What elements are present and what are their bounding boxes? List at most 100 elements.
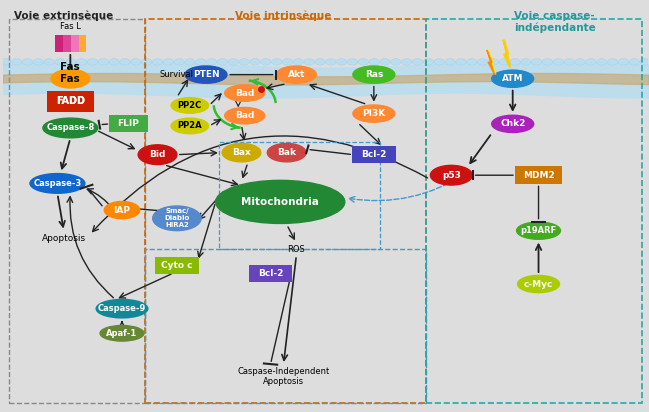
Text: Akt: Akt xyxy=(288,70,305,79)
Circle shape xyxy=(98,59,108,65)
Ellipse shape xyxy=(225,108,265,124)
Text: p19ARF: p19ARF xyxy=(520,226,557,235)
Circle shape xyxy=(293,59,304,65)
Circle shape xyxy=(478,59,487,65)
Text: Smac/
Diablo
HIRA2: Smac/ Diablo HIRA2 xyxy=(164,208,190,228)
FancyBboxPatch shape xyxy=(352,146,396,163)
Circle shape xyxy=(250,59,260,65)
Circle shape xyxy=(217,59,228,65)
Circle shape xyxy=(564,59,574,65)
Circle shape xyxy=(87,59,97,65)
Circle shape xyxy=(130,59,141,65)
FancyBboxPatch shape xyxy=(249,265,293,282)
Text: Bcl-2: Bcl-2 xyxy=(361,150,387,159)
Circle shape xyxy=(44,59,55,65)
Polygon shape xyxy=(488,50,496,75)
Circle shape xyxy=(66,59,76,65)
Ellipse shape xyxy=(171,118,208,134)
Ellipse shape xyxy=(43,118,98,138)
Circle shape xyxy=(73,77,86,85)
Text: Bak: Bak xyxy=(277,148,296,157)
Circle shape xyxy=(304,59,314,65)
Text: PI3K: PI3K xyxy=(362,109,386,118)
Text: MDM2: MDM2 xyxy=(522,171,554,180)
Ellipse shape xyxy=(517,275,559,293)
Circle shape xyxy=(141,59,152,65)
FancyBboxPatch shape xyxy=(515,166,563,184)
Ellipse shape xyxy=(225,85,265,101)
Circle shape xyxy=(153,59,163,65)
Ellipse shape xyxy=(215,180,345,223)
FancyBboxPatch shape xyxy=(63,35,71,52)
Circle shape xyxy=(12,59,22,65)
Text: Caspase-9: Caspase-9 xyxy=(98,304,146,313)
Text: Caspase-8: Caspase-8 xyxy=(46,124,95,133)
Circle shape xyxy=(520,59,531,65)
Circle shape xyxy=(1,59,11,65)
FancyBboxPatch shape xyxy=(109,115,148,132)
Text: Apoptosis: Apoptosis xyxy=(42,234,86,243)
Circle shape xyxy=(434,59,445,65)
Circle shape xyxy=(488,59,498,65)
Circle shape xyxy=(185,59,195,65)
Circle shape xyxy=(22,59,32,65)
FancyBboxPatch shape xyxy=(155,257,199,274)
Text: FLIP: FLIP xyxy=(117,119,140,129)
Circle shape xyxy=(640,59,649,65)
Circle shape xyxy=(271,59,282,65)
Ellipse shape xyxy=(222,143,261,162)
Circle shape xyxy=(195,59,206,65)
Ellipse shape xyxy=(492,115,533,133)
Circle shape xyxy=(358,59,369,65)
Circle shape xyxy=(596,59,607,65)
Ellipse shape xyxy=(492,70,533,87)
Text: FADD: FADD xyxy=(56,96,85,106)
Bar xyxy=(219,143,380,249)
Ellipse shape xyxy=(96,300,148,318)
Text: Chk2: Chk2 xyxy=(500,119,526,129)
Circle shape xyxy=(391,59,401,65)
FancyBboxPatch shape xyxy=(47,91,93,111)
Circle shape xyxy=(532,59,542,65)
Circle shape xyxy=(206,59,217,65)
Circle shape xyxy=(174,59,184,65)
Text: PP2A: PP2A xyxy=(177,122,202,131)
Text: ROS: ROS xyxy=(288,245,305,254)
Circle shape xyxy=(575,59,585,65)
Text: Apaf-1: Apaf-1 xyxy=(106,329,138,338)
Text: Fas: Fas xyxy=(60,74,80,84)
Text: p53: p53 xyxy=(442,171,461,180)
FancyBboxPatch shape xyxy=(56,35,63,52)
Text: Bad: Bad xyxy=(235,89,254,98)
Circle shape xyxy=(163,59,173,65)
Text: Voie caspase-
indépendante: Voie caspase- indépendante xyxy=(514,11,596,33)
Circle shape xyxy=(239,59,249,65)
Text: Cyto c: Cyto c xyxy=(161,261,193,270)
Bar xyxy=(426,19,642,403)
Bar xyxy=(9,19,145,403)
FancyBboxPatch shape xyxy=(71,35,79,52)
Ellipse shape xyxy=(185,66,227,83)
Circle shape xyxy=(282,59,293,65)
Circle shape xyxy=(33,59,43,65)
Text: Voie intrinsèque: Voie intrinsèque xyxy=(235,11,332,21)
Text: Mitochondria: Mitochondria xyxy=(241,197,319,207)
Circle shape xyxy=(369,59,380,65)
Text: Bax: Bax xyxy=(232,148,251,157)
Ellipse shape xyxy=(104,201,140,219)
Bar xyxy=(145,249,426,403)
Circle shape xyxy=(228,59,238,65)
Circle shape xyxy=(315,59,325,65)
Text: c-Myc: c-Myc xyxy=(524,279,553,288)
Polygon shape xyxy=(504,40,511,67)
Text: Fas L: Fas L xyxy=(60,22,80,30)
FancyBboxPatch shape xyxy=(79,35,86,52)
Ellipse shape xyxy=(30,173,85,193)
Circle shape xyxy=(467,59,477,65)
Circle shape xyxy=(499,59,509,65)
Circle shape xyxy=(347,59,358,65)
Bar xyxy=(145,19,426,403)
Ellipse shape xyxy=(353,105,395,122)
Circle shape xyxy=(607,59,618,65)
Circle shape xyxy=(618,59,629,65)
